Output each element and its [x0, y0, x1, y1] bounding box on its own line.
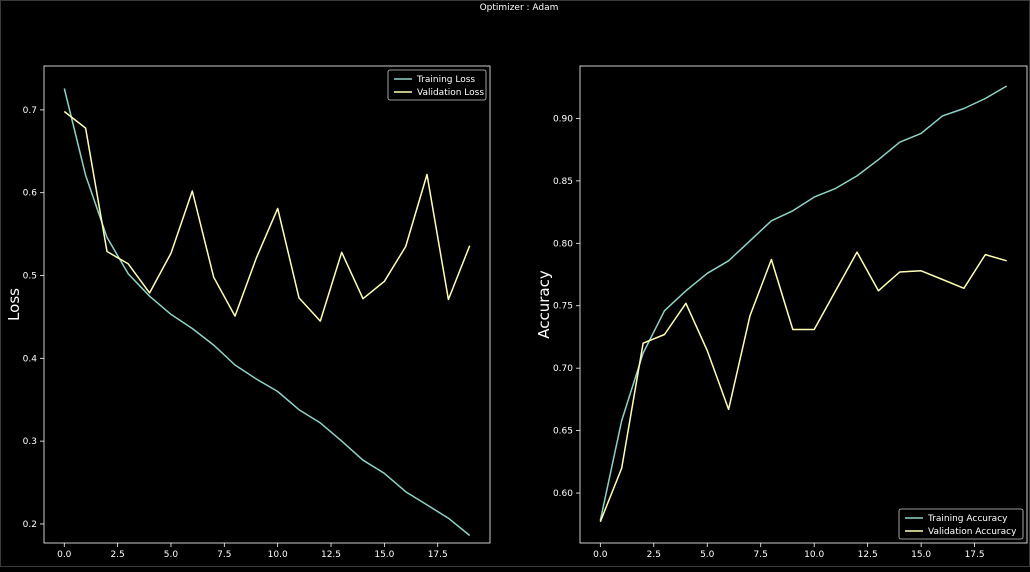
loss-xtick-label: 10.0	[268, 550, 288, 560]
loss-series-line-validation	[63, 110, 471, 322]
accuracy-legend: Training Accuracy Validation Accuracy	[898, 508, 1024, 540]
loss-ytick-label: 0.4	[23, 354, 38, 364]
loss-subplot: 0.0 2.5 5.0 7.5 10.0 12.5 15.0 17.5 0.2 0.3 0.4 0.5…	[5, 65, 491, 560]
accuracy-xtick-label: 17.5	[965, 550, 985, 560]
accuracy-legend-label: Validation Accuracy	[928, 527, 1017, 537]
accuracy-ylabel: Accuracy	[535, 270, 553, 339]
loss-ytick-label: 0.2	[23, 520, 37, 530]
accuracy-xtick-label: 10.0	[804, 550, 824, 560]
accuracy-xtick-label: 7.5	[754, 550, 768, 560]
accuracy-legend-box	[898, 508, 1024, 540]
loss-legend-label: Training Loss	[416, 75, 475, 85]
accuracy-xtick-label: 0.0	[593, 550, 608, 560]
accuracy-series-line-training	[599, 85, 1008, 521]
loss-xtick-label: 17.5	[428, 550, 448, 560]
accuracy-xtick-label: 15.0	[911, 550, 931, 560]
loss-ytick-label: 0.5	[23, 272, 37, 282]
accuracy-ytick-label: 0.75	[553, 302, 573, 312]
accuracy-series-line-validation	[599, 251, 1007, 523]
loss-xtick-label: 2.5	[110, 550, 124, 560]
loss-legend-box	[387, 69, 487, 101]
accuracy-ytick-label: 0.80	[553, 239, 573, 249]
accuracy-axes-frame	[579, 65, 1028, 544]
accuracy-xtick-label: 12.5	[858, 550, 878, 560]
accuracy-ytick-label: 0.70	[553, 364, 573, 374]
accuracy-legend-label: Training Accuracy	[927, 514, 1008, 524]
accuracy-ytick-label: 0.90	[553, 114, 573, 124]
loss-xtick-label: 12.5	[321, 550, 341, 560]
loss-xtick-label: 0.0	[57, 550, 72, 560]
loss-xtick-label: 5.0	[164, 550, 179, 560]
loss-axes-frame	[43, 65, 491, 544]
loss-ytick-label: 0.7	[23, 106, 37, 116]
loss-legend: Training Loss Validation Loss	[387, 69, 487, 101]
loss-ytick-label: 0.6	[23, 189, 38, 199]
figure-title: Optimizer : Adam	[480, 3, 559, 13]
accuracy-xtick-label: 2.5	[647, 550, 661, 560]
accuracy-ytick-label: 0.60	[553, 489, 573, 499]
accuracy-subplot: 0.0 2.5 5.0 7.5 10.0 12.5 15.0 17.5 0.60 0.65 0.70…	[535, 65, 1028, 560]
loss-ylabel: Loss	[5, 288, 23, 321]
loss-xtick-label: 7.5	[217, 550, 231, 560]
loss-legend-label: Validation Loss	[417, 88, 484, 98]
accuracy-xtick-label: 5.0	[700, 550, 715, 560]
loss-xtick-label: 15.0	[374, 550, 394, 560]
loss-ytick-label: 0.3	[23, 437, 37, 447]
loss-series-line-training	[63, 88, 471, 537]
accuracy-ytick-label: 0.65	[553, 427, 573, 437]
accuracy-ytick-label: 0.85	[553, 177, 573, 187]
